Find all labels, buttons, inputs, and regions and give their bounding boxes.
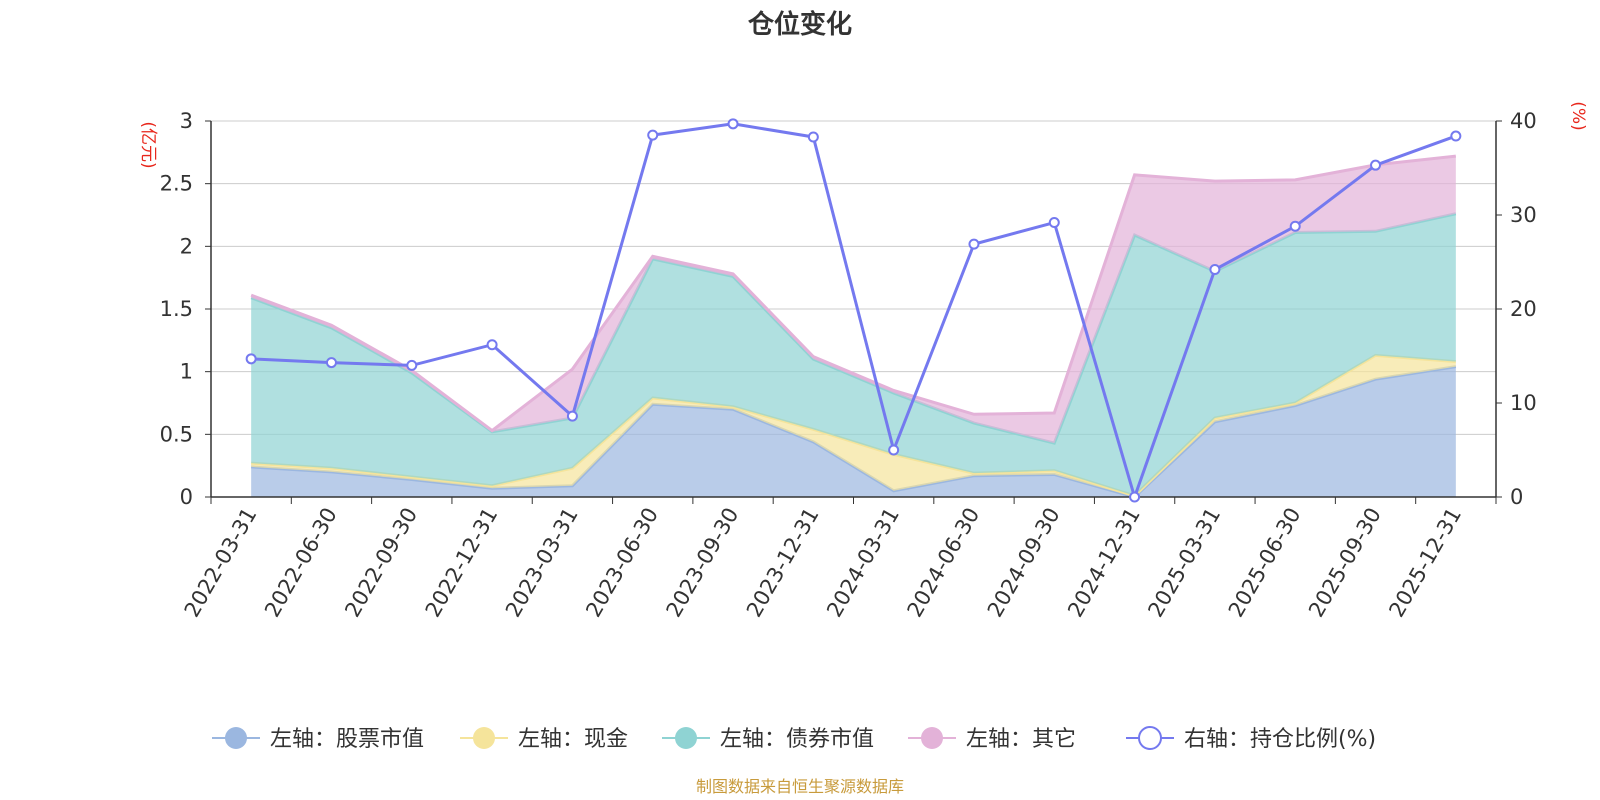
ratio-line-point bbox=[647, 129, 659, 141]
ratio-line-point bbox=[888, 444, 900, 456]
area-series bbox=[251, 366, 1456, 497]
left-axis-tick-label: 2.5 bbox=[160, 172, 193, 196]
right-axis-unit: (%) bbox=[1568, 101, 1588, 130]
data-source-note: 制图数据来自恒生聚源数据库 bbox=[696, 777, 904, 796]
right-axis-tick-label: 0 bbox=[1510, 485, 1523, 509]
x-axis-tick-label: 2023-09-30 bbox=[662, 504, 744, 622]
x-axis-tick-label: 2023-06-30 bbox=[581, 504, 663, 622]
ratio-line-point bbox=[1289, 220, 1301, 232]
ratio-line-point bbox=[245, 353, 257, 365]
ratio-line-point bbox=[486, 339, 498, 351]
position-ratio-line bbox=[245, 118, 1462, 503]
stacked-areas bbox=[250, 154, 1457, 499]
chart-title: 仓位变化 bbox=[747, 9, 852, 40]
left-axis-unit: (亿元) bbox=[138, 121, 158, 168]
legend-label: 右轴：持仓比例(%) bbox=[1184, 727, 1376, 752]
x-axis-tick-label: 2025-09-30 bbox=[1304, 504, 1386, 622]
x-axis-tick-label: 2024-12-31 bbox=[1063, 504, 1145, 622]
x-axis-tick-label: 2024-09-30 bbox=[983, 504, 1065, 622]
ratio-line-point bbox=[1450, 130, 1462, 142]
area-series-edge bbox=[250, 154, 1457, 433]
x-axis-tick-label: 2025-03-31 bbox=[1143, 504, 1225, 622]
x-axis-tick-label: 2023-03-31 bbox=[501, 504, 583, 622]
x-axis-tick-label: 2022-06-30 bbox=[260, 504, 342, 622]
ratio-line-path bbox=[251, 122, 1457, 502]
area-series bbox=[251, 156, 1456, 444]
left-axis-tick-label: 1.5 bbox=[160, 297, 193, 321]
legend-marker-dot bbox=[1138, 726, 1162, 750]
right-axis-tick-label: 40 bbox=[1510, 109, 1537, 133]
legend-marker-dot bbox=[225, 727, 247, 749]
legend-marker-dot bbox=[675, 727, 697, 749]
x-axis-tick-label: 2022-09-30 bbox=[340, 504, 422, 622]
legend-label: 左轴：现金 bbox=[518, 727, 628, 752]
legend: 左轴：股票市值 左轴：现金 左轴：债券市值 左轴：其它 右轴：持仓比例(%) bbox=[212, 726, 1376, 752]
ratio-line-point bbox=[1370, 159, 1382, 171]
x-axis-tick-label: 2025-06-30 bbox=[1224, 504, 1306, 622]
legend-label: 左轴：债券市值 bbox=[720, 727, 874, 752]
ratio-line-point bbox=[325, 357, 337, 369]
x-axis-tick-label: 2024-03-31 bbox=[822, 504, 904, 622]
legend-marker-dot bbox=[473, 727, 495, 749]
ratio-line-point bbox=[1209, 264, 1221, 276]
x-axis-tick-label: 2023-12-31 bbox=[742, 504, 824, 622]
x-axis-tick-label: 2025-12-31 bbox=[1384, 504, 1466, 622]
legend-label: 左轴：股票市值 bbox=[270, 727, 424, 752]
right-axis-tick-label: 10 bbox=[1510, 391, 1537, 415]
x-axis-tick-label: 2024-06-30 bbox=[902, 504, 984, 622]
x-axis-tick-label: 2022-03-31 bbox=[180, 504, 262, 622]
area-series-edge bbox=[251, 353, 1456, 498]
x-axis-tick-label: 2022-12-31 bbox=[421, 504, 503, 622]
ratio-line-point bbox=[1129, 491, 1141, 503]
right-axis-tick-label: 20 bbox=[1510, 297, 1537, 321]
legend-label: 左轴：其它 bbox=[966, 727, 1076, 752]
left-axis-tick-label: 2 bbox=[180, 234, 193, 258]
ratio-line-point bbox=[807, 131, 819, 143]
right-axis-tick-label: 30 bbox=[1510, 203, 1537, 227]
left-axis-tick-label: 0 bbox=[180, 485, 193, 509]
ratio-line-point bbox=[406, 359, 418, 371]
left-axis-tick-label: 3 bbox=[180, 109, 193, 133]
ratio-line-point bbox=[566, 410, 578, 422]
ratio-line-point bbox=[727, 118, 739, 130]
ratio-line-point bbox=[1048, 217, 1060, 229]
left-axis-tick-label: 1 bbox=[180, 360, 193, 384]
ratio-line-point bbox=[968, 238, 980, 250]
legend-marker-dot bbox=[921, 727, 943, 749]
left-axis-tick-label: 0.5 bbox=[160, 422, 193, 446]
area-series bbox=[251, 213, 1456, 496]
